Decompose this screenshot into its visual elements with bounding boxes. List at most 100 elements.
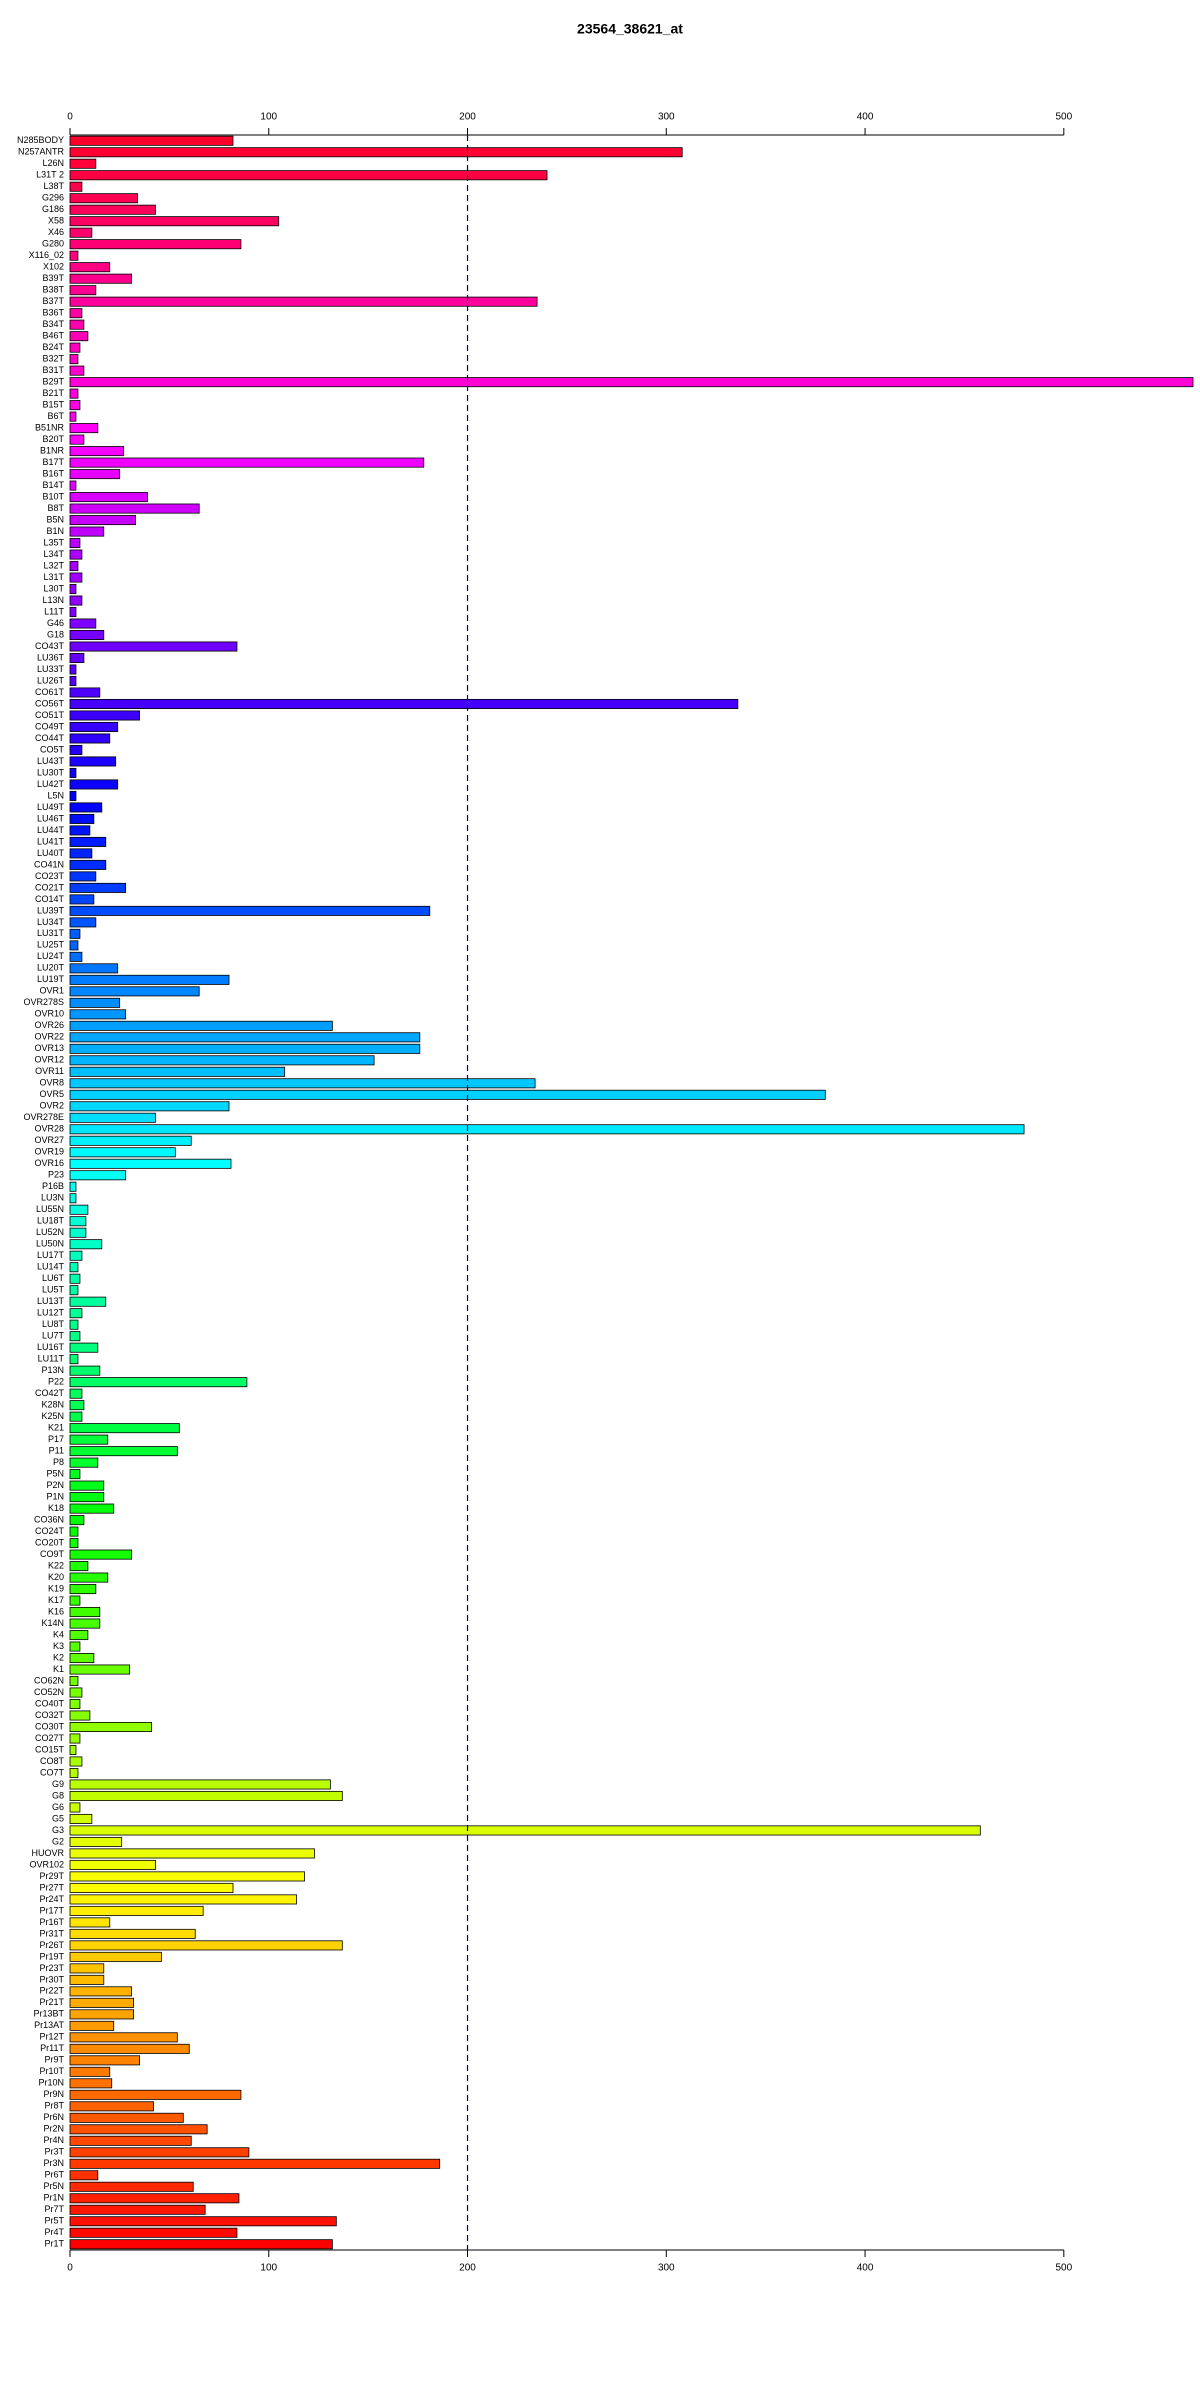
y-tick-label: LU33T (37, 664, 65, 674)
bar (69, 377, 1194, 388)
y-tick-label: OVR19 (34, 1147, 64, 1157)
y-tick-label: B15T (42, 399, 64, 409)
y-tick-label: G6 (52, 1802, 64, 1812)
bar (69, 1147, 176, 1158)
y-tick-label: B37T (42, 296, 64, 306)
y-tick-label: LU14T (37, 1262, 65, 1272)
y-tick-label: Pr3N (43, 2158, 64, 2168)
bar (69, 1457, 99, 1468)
bar (69, 1446, 178, 1457)
y-tick-label: CO41N (34, 859, 64, 869)
y-tick-label: LU49T (37, 802, 65, 812)
y-tick-label: B31T (42, 365, 64, 375)
y-tick-label: Pr21T (39, 1997, 64, 2007)
y-tick-label: LU40T (37, 848, 65, 858)
y-tick-label: CO62N (34, 1675, 64, 1685)
y-tick-label: CO32T (35, 1710, 65, 1720)
y-tick-label: CO56T (35, 698, 65, 708)
bar (69, 917, 97, 928)
y-tick-label: OVR12 (34, 1055, 64, 1065)
bar (69, 675, 77, 686)
y-tick-label: X102 (43, 262, 64, 272)
bar (69, 1595, 81, 1606)
bar (69, 1802, 81, 1813)
bar (69, 630, 105, 641)
bar (69, 2032, 178, 2043)
x-tick-label: 400 (857, 2263, 874, 2274)
bar (69, 721, 119, 732)
bar (69, 1434, 109, 1445)
bar (69, 790, 77, 801)
x-tick-label: 300 (658, 112, 675, 123)
bar (69, 1170, 127, 1181)
y-tick-label: LU52N (36, 1227, 64, 1237)
y-tick-label: B21T (42, 388, 64, 398)
y-tick-label: Pr27T (39, 1882, 64, 1892)
y-tick-label: L11T (44, 606, 64, 616)
y-tick-label: G3 (52, 1825, 64, 1835)
y-tick-label: LU42T (37, 779, 65, 789)
y-tick-label: N285BODY (17, 135, 64, 145)
bar (69, 1158, 232, 1169)
y-tick-label: K17 (48, 1595, 64, 1605)
y-tick-label: L31T 2 (36, 170, 64, 180)
y-tick-label: P13N (41, 1365, 64, 1375)
y-tick-label: G9 (52, 1779, 64, 1789)
bar (69, 1124, 1025, 1135)
bar (69, 1066, 286, 1077)
y-tick-label: Pr29T (39, 1871, 64, 1881)
bar (69, 595, 83, 606)
bar (69, 974, 230, 985)
bar (69, 1089, 826, 1100)
y-tick-label: B39T (42, 273, 64, 283)
y-tick-label: LU8T (42, 1319, 65, 1329)
y-tick-label: B51NR (35, 422, 65, 432)
y-tick-label: CO44T (35, 733, 65, 743)
bar (69, 1526, 79, 1537)
bar (69, 158, 97, 169)
bar (69, 813, 95, 824)
bar (69, 1572, 109, 1583)
y-tick-label: CO8T (40, 1756, 65, 1766)
x-tick-label: 400 (857, 112, 874, 123)
y-tick-label: OVR102 (29, 1859, 64, 1869)
bar (69, 1618, 101, 1629)
bar (69, 2124, 208, 2135)
bar (69, 1790, 343, 1801)
bar (69, 767, 77, 778)
bar (69, 492, 148, 503)
y-tick-label: OVR5 (39, 1089, 64, 1099)
bar (69, 1721, 152, 1732)
y-tick-label: LU41T (37, 836, 65, 846)
bar (69, 1204, 89, 1215)
bar (69, 526, 105, 537)
bar (69, 1687, 83, 1698)
y-tick-label: CO51T (35, 710, 65, 720)
bar (69, 2239, 333, 2250)
y-tick-label: OVR8 (39, 1078, 64, 1088)
bar (69, 2170, 99, 2181)
bar (69, 1503, 115, 1514)
y-tick-label: Pr1T (44, 2239, 64, 2249)
y-tick-label: Pr7T (44, 2204, 64, 2214)
bar (69, 986, 200, 997)
bar (69, 1216, 87, 1227)
bar (69, 1561, 89, 1572)
y-tick-label: LU25T (37, 940, 65, 950)
bar (69, 135, 234, 146)
bar (69, 2204, 206, 2215)
y-tick-label: Pr2N (43, 2124, 64, 2134)
bar (69, 204, 156, 215)
bar (69, 480, 77, 491)
bar (69, 2020, 115, 2031)
y-tick-label: Pr16T (39, 1917, 64, 1927)
bar (69, 1917, 111, 1928)
bar (69, 1032, 421, 1043)
y-tick-label: K25N (41, 1411, 64, 1421)
y-tick-label: Pr26T (39, 1940, 64, 1950)
y-tick-label: Pr12T (39, 2032, 64, 2042)
bar (69, 296, 538, 307)
y-tick-label: K14N (41, 1618, 64, 1628)
bar (69, 1699, 81, 1710)
y-tick-label: CO7T (40, 1767, 65, 1777)
